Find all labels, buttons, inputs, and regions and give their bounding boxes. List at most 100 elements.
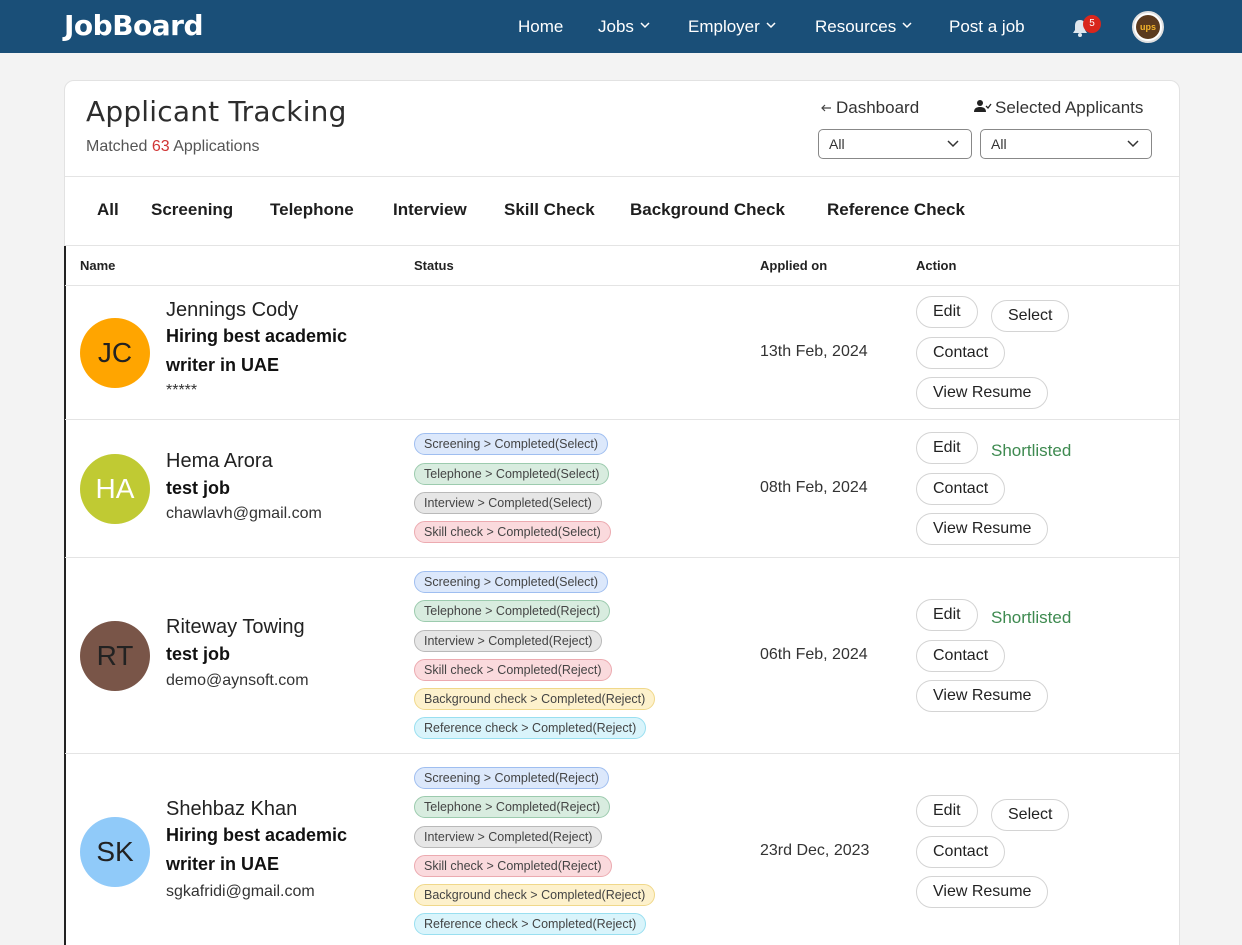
status-pill: Skill check > Completed(Reject) — [414, 659, 612, 681]
tab-interview[interactable]: Interview — [393, 200, 467, 219]
job-title: test job — [166, 644, 231, 664]
avatar: RT — [80, 621, 150, 691]
tab-all[interactable]: All — [97, 200, 119, 219]
filter-select-2-value: All — [991, 136, 1007, 152]
status-pill: Telephone > Completed(Select) — [414, 463, 610, 485]
avatar: HA — [80, 454, 150, 524]
contact-button[interactable]: Contact — [916, 473, 1006, 505]
row-divider — [65, 557, 1179, 558]
contact-button[interactable]: Contact — [916, 337, 1006, 369]
status-pill: Interview > Completed(Reject) — [414, 826, 603, 848]
applicant-email: demo@aynsoft.com — [166, 672, 309, 689]
status-pill: Reference check > Completed(Reject) — [414, 913, 647, 935]
chevron-down-icon — [766, 22, 776, 29]
status-pill: Reference check > Completed(Reject) — [414, 717, 647, 739]
header-divider — [65, 176, 1179, 177]
applicant-name: Shehbaz Khan — [166, 798, 298, 820]
job-title: test job — [166, 478, 231, 498]
tab-telephone[interactable]: Telephone — [270, 200, 354, 219]
edit-button[interactable]: Edit — [916, 432, 978, 464]
tabs-divider — [65, 245, 1179, 246]
selected-applicants-label: Selected Applicants — [995, 98, 1144, 117]
status-pill: Telephone > Completed(Reject) — [414, 600, 611, 622]
applicant-card — [64, 80, 1180, 945]
status-pill: Background check > Completed(Reject) — [414, 688, 656, 710]
shortlisted-status: Shortlisted — [991, 608, 1072, 627]
nav-resources-label: Resources — [815, 17, 897, 36]
chevron-down-icon — [902, 22, 912, 29]
matched-count-text: Matched 63 Applications — [86, 138, 259, 156]
dashboard-link[interactable]: Dashboard — [820, 98, 919, 118]
column-header-applied: Applied on — [760, 258, 828, 273]
nav-resources[interactable]: Resources — [815, 17, 912, 37]
chevron-down-icon — [947, 140, 959, 148]
applied-date: 23rd Dec, 2023 — [760, 842, 870, 859]
filter-select-1-value: All — [829, 136, 845, 152]
top-navbar: JobBoard Home Jobs Employer Resources Po… — [0, 0, 1242, 53]
tab-skill-check[interactable]: Skill Check — [504, 200, 595, 219]
status-pill: Background check > Completed(Reject) — [414, 884, 656, 906]
status-pill: Telephone > Completed(Reject) — [414, 796, 611, 818]
column-header-name: Name — [80, 258, 116, 273]
selected-applicants-link[interactable]: Selected Applicants — [974, 98, 1143, 118]
avatar: JC — [80, 318, 150, 388]
column-header-action: Action — [916, 258, 957, 273]
row-divider — [65, 753, 1179, 754]
tab-background-check[interactable]: Background Check — [630, 200, 785, 219]
shortlisted-status: Shortlisted — [991, 441, 1072, 460]
dashboard-link-label: Dashboard — [836, 98, 920, 117]
notification-badge: 5 — [1083, 15, 1101, 33]
nav-post-job[interactable]: Post a job — [949, 17, 1025, 37]
applied-date: 08th Feb, 2024 — [760, 479, 868, 496]
contact-button[interactable]: Contact — [916, 640, 1006, 672]
applicant-email: sgkafridi@gmail.com — [166, 883, 315, 900]
contact-button[interactable]: Contact — [916, 836, 1006, 868]
nav-employer[interactable]: Employer — [688, 17, 776, 37]
applicant-email: chawlavh@gmail.com — [166, 505, 322, 522]
view-resume-button[interactable]: View Resume — [916, 680, 1049, 712]
avatar: SK — [80, 817, 150, 887]
user-avatar[interactable]: ups — [1132, 11, 1164, 43]
applicant-name: Hema Arora — [166, 450, 273, 472]
select-button[interactable]: Select — [991, 300, 1070, 332]
scroll-edge — [64, 246, 66, 945]
applied-date: 06th Feb, 2024 — [760, 646, 868, 663]
avatar-logo: ups — [1136, 15, 1160, 39]
filter-select-1[interactable]: All — [818, 129, 972, 159]
select-button[interactable]: Select — [991, 799, 1070, 831]
view-resume-button[interactable]: View Resume — [916, 377, 1049, 409]
edit-button[interactable]: Edit — [916, 296, 978, 328]
edit-button[interactable]: Edit — [916, 599, 978, 631]
edit-button[interactable]: Edit — [916, 795, 978, 827]
status-pill: Interview > Completed(Select) — [414, 492, 602, 514]
status-pill: Screening > Completed(Select) — [414, 571, 609, 593]
row-divider — [65, 419, 1179, 420]
chevron-down-icon — [1127, 140, 1139, 148]
filter-select-2[interactable]: All — [980, 129, 1152, 159]
header-row-divider — [65, 285, 1179, 286]
nav-home[interactable]: Home — [518, 17, 563, 37]
arrow-left-icon — [821, 104, 831, 112]
user-check-icon — [974, 100, 992, 112]
job-title: Hiring best academic writer in UAE — [166, 825, 348, 874]
logo[interactable]: JobBoard — [64, 9, 204, 42]
status-pill: Screening > Completed(Select) — [414, 433, 609, 455]
status-pill: Skill check > Completed(Reject) — [414, 855, 612, 877]
page-title: Applicant Tracking — [86, 95, 347, 128]
status-pill: Skill check > Completed(Select) — [414, 521, 611, 543]
matched-prefix: Matched — [86, 138, 148, 155]
nav-jobs[interactable]: Jobs — [598, 17, 650, 37]
applicant-name: Riteway Towing — [166, 616, 305, 638]
view-resume-button[interactable]: View Resume — [916, 876, 1049, 908]
matched-suffix: Applications — [173, 138, 260, 155]
chevron-down-icon — [640, 22, 650, 29]
applied-date: 13th Feb, 2024 — [760, 343, 868, 360]
tab-screening[interactable]: Screening — [151, 200, 234, 219]
tab-reference-check[interactable]: Reference Check — [827, 200, 965, 219]
nav-employer-label: Employer — [688, 17, 760, 36]
view-resume-button[interactable]: View Resume — [916, 513, 1049, 545]
matched-count: 63 — [151, 138, 170, 155]
applicant-name: Jennings Cody — [166, 299, 299, 321]
column-header-status: Status — [414, 258, 454, 273]
nav-jobs-label: Jobs — [598, 17, 634, 36]
